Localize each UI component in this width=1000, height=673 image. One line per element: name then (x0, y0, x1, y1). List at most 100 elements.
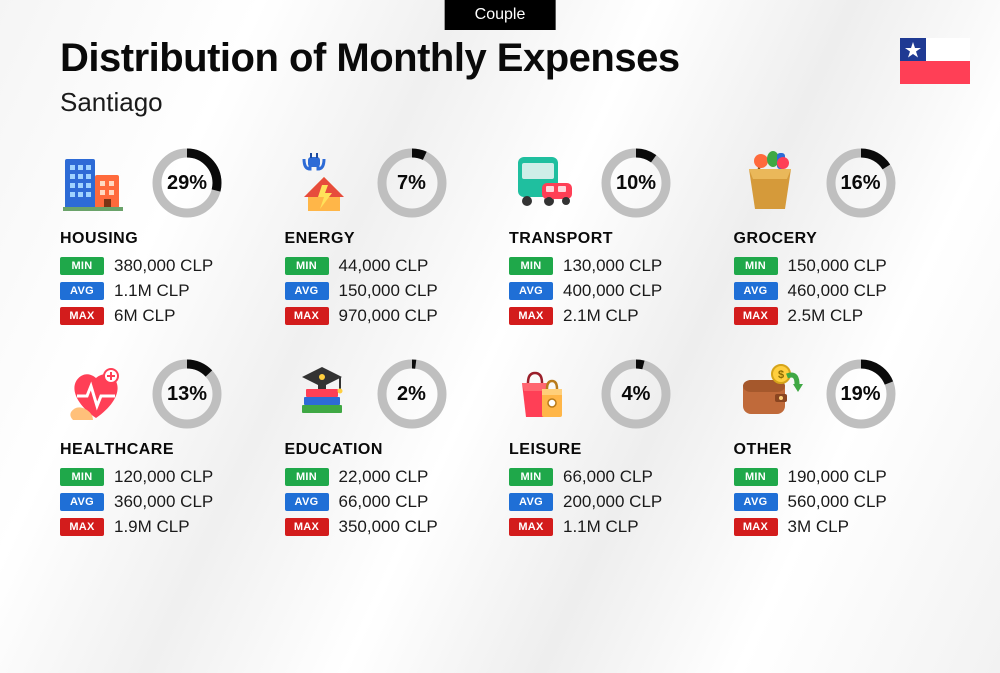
avg-pill: AVG (509, 493, 553, 511)
max-value: 1.9M CLP (114, 517, 190, 537)
stat-max: MAX 1.1M CLP (509, 517, 716, 537)
chile-flag-icon (900, 38, 970, 84)
max-pill: MAX (60, 307, 104, 325)
percent-donut: 16% (824, 146, 898, 220)
avg-value: 460,000 CLP (788, 281, 887, 301)
min-pill: MIN (734, 468, 778, 486)
page-title: Distribution of Monthly Expenses (60, 36, 940, 81)
stat-avg: AVG 400,000 CLP (509, 281, 716, 301)
avg-pill: AVG (285, 493, 329, 511)
min-pill: MIN (285, 257, 329, 275)
percent-donut: 13% (150, 357, 224, 431)
expense-card-other: $ 19% OTHER MIN 190,000 CLP AVG 560,000 … (734, 357, 941, 542)
avg-pill: AVG (60, 493, 104, 511)
healthcare-icon (60, 362, 132, 426)
max-value: 2.5M CLP (788, 306, 864, 326)
percent-label: 10% (599, 146, 673, 220)
category-name: LEISURE (509, 441, 716, 459)
stat-min: MIN 190,000 CLP (734, 467, 941, 487)
stat-avg: AVG 66,000 CLP (285, 492, 492, 512)
min-value: 380,000 CLP (114, 256, 213, 276)
percent-donut: 7% (375, 146, 449, 220)
min-pill: MIN (509, 468, 553, 486)
max-pill: MAX (734, 307, 778, 325)
stat-avg: AVG 560,000 CLP (734, 492, 941, 512)
avg-value: 150,000 CLP (339, 281, 438, 301)
percent-label: 2% (375, 357, 449, 431)
percent-donut: 2% (375, 357, 449, 431)
percent-label: 7% (375, 146, 449, 220)
percent-label: 16% (824, 146, 898, 220)
percent-donut: 29% (150, 146, 224, 220)
stat-max: MAX 2.5M CLP (734, 306, 941, 326)
stat-min: MIN 150,000 CLP (734, 256, 941, 276)
min-value: 130,000 CLP (563, 256, 662, 276)
percent-donut: 19% (824, 357, 898, 431)
category-name: ENERGY (285, 230, 492, 248)
stat-max: MAX 350,000 CLP (285, 517, 492, 537)
expense-card-transport: 10% TRANSPORT MIN 130,000 CLP AVG 400,00… (509, 146, 716, 331)
avg-value: 360,000 CLP (114, 492, 213, 512)
max-value: 3M CLP (788, 517, 849, 537)
transport-icon (509, 151, 581, 215)
max-value: 1.1M CLP (563, 517, 639, 537)
expense-card-grocery: 16% GROCERY MIN 150,000 CLP AVG 460,000 … (734, 146, 941, 331)
stat-min: MIN 22,000 CLP (285, 467, 492, 487)
expense-card-healthcare: 13% HEALTHCARE MIN 120,000 CLP AVG 360,0… (60, 357, 267, 542)
stat-min: MIN 130,000 CLP (509, 256, 716, 276)
min-value: 190,000 CLP (788, 467, 887, 487)
max-pill: MAX (60, 518, 104, 536)
min-value: 150,000 CLP (788, 256, 887, 276)
other-icon: $ (734, 362, 806, 426)
max-value: 6M CLP (114, 306, 175, 326)
expense-card-energy: 7% ENERGY MIN 44,000 CLP AVG 150,000 CLP… (285, 146, 492, 331)
avg-value: 200,000 CLP (563, 492, 662, 512)
percent-donut: 4% (599, 357, 673, 431)
stat-min: MIN 380,000 CLP (60, 256, 267, 276)
percent-label: 13% (150, 357, 224, 431)
avg-pill: AVG (734, 282, 778, 300)
min-pill: MIN (60, 468, 104, 486)
max-value: 350,000 CLP (339, 517, 438, 537)
energy-icon (285, 151, 357, 215)
expense-card-education: 2% EDUCATION MIN 22,000 CLP AVG 66,000 C… (285, 357, 492, 542)
stat-min: MIN 66,000 CLP (509, 467, 716, 487)
category-name: GROCERY (734, 230, 941, 248)
avg-value: 66,000 CLP (339, 492, 429, 512)
min-value: 22,000 CLP (339, 467, 429, 487)
max-pill: MAX (285, 518, 329, 536)
header: Distribution of Monthly Expenses Santiag… (0, 0, 1000, 118)
avg-pill: AVG (509, 282, 553, 300)
min-pill: MIN (734, 257, 778, 275)
stat-min: MIN 120,000 CLP (60, 467, 267, 487)
avg-pill: AVG (734, 493, 778, 511)
percent-label: 29% (150, 146, 224, 220)
expense-grid: 29% HOUSING MIN 380,000 CLP AVG 1.1M CLP… (0, 118, 1000, 542)
avg-value: 1.1M CLP (114, 281, 190, 301)
stat-max: MAX 3M CLP (734, 517, 941, 537)
stat-avg: AVG 150,000 CLP (285, 281, 492, 301)
expense-card-leisure: 4% LEISURE MIN 66,000 CLP AVG 200,000 CL… (509, 357, 716, 542)
stat-avg: AVG 460,000 CLP (734, 281, 941, 301)
avg-pill: AVG (285, 282, 329, 300)
max-pill: MAX (734, 518, 778, 536)
min-pill: MIN (509, 257, 553, 275)
percent-donut: 10% (599, 146, 673, 220)
stat-max: MAX 2.1M CLP (509, 306, 716, 326)
max-pill: MAX (509, 518, 553, 536)
max-value: 970,000 CLP (339, 306, 438, 326)
page-subtitle: Santiago (60, 87, 940, 118)
stat-max: MAX 970,000 CLP (285, 306, 492, 326)
percent-label: 19% (824, 357, 898, 431)
percent-label: 4% (599, 357, 673, 431)
min-value: 66,000 CLP (563, 467, 653, 487)
stat-max: MAX 6M CLP (60, 306, 267, 326)
min-value: 44,000 CLP (339, 256, 429, 276)
max-pill: MAX (285, 307, 329, 325)
svg-text:$: $ (777, 369, 783, 381)
stat-max: MAX 1.9M CLP (60, 517, 267, 537)
min-pill: MIN (285, 468, 329, 486)
leisure-icon (509, 362, 581, 426)
stat-avg: AVG 200,000 CLP (509, 492, 716, 512)
expense-card-housing: 29% HOUSING MIN 380,000 CLP AVG 1.1M CLP… (60, 146, 267, 331)
